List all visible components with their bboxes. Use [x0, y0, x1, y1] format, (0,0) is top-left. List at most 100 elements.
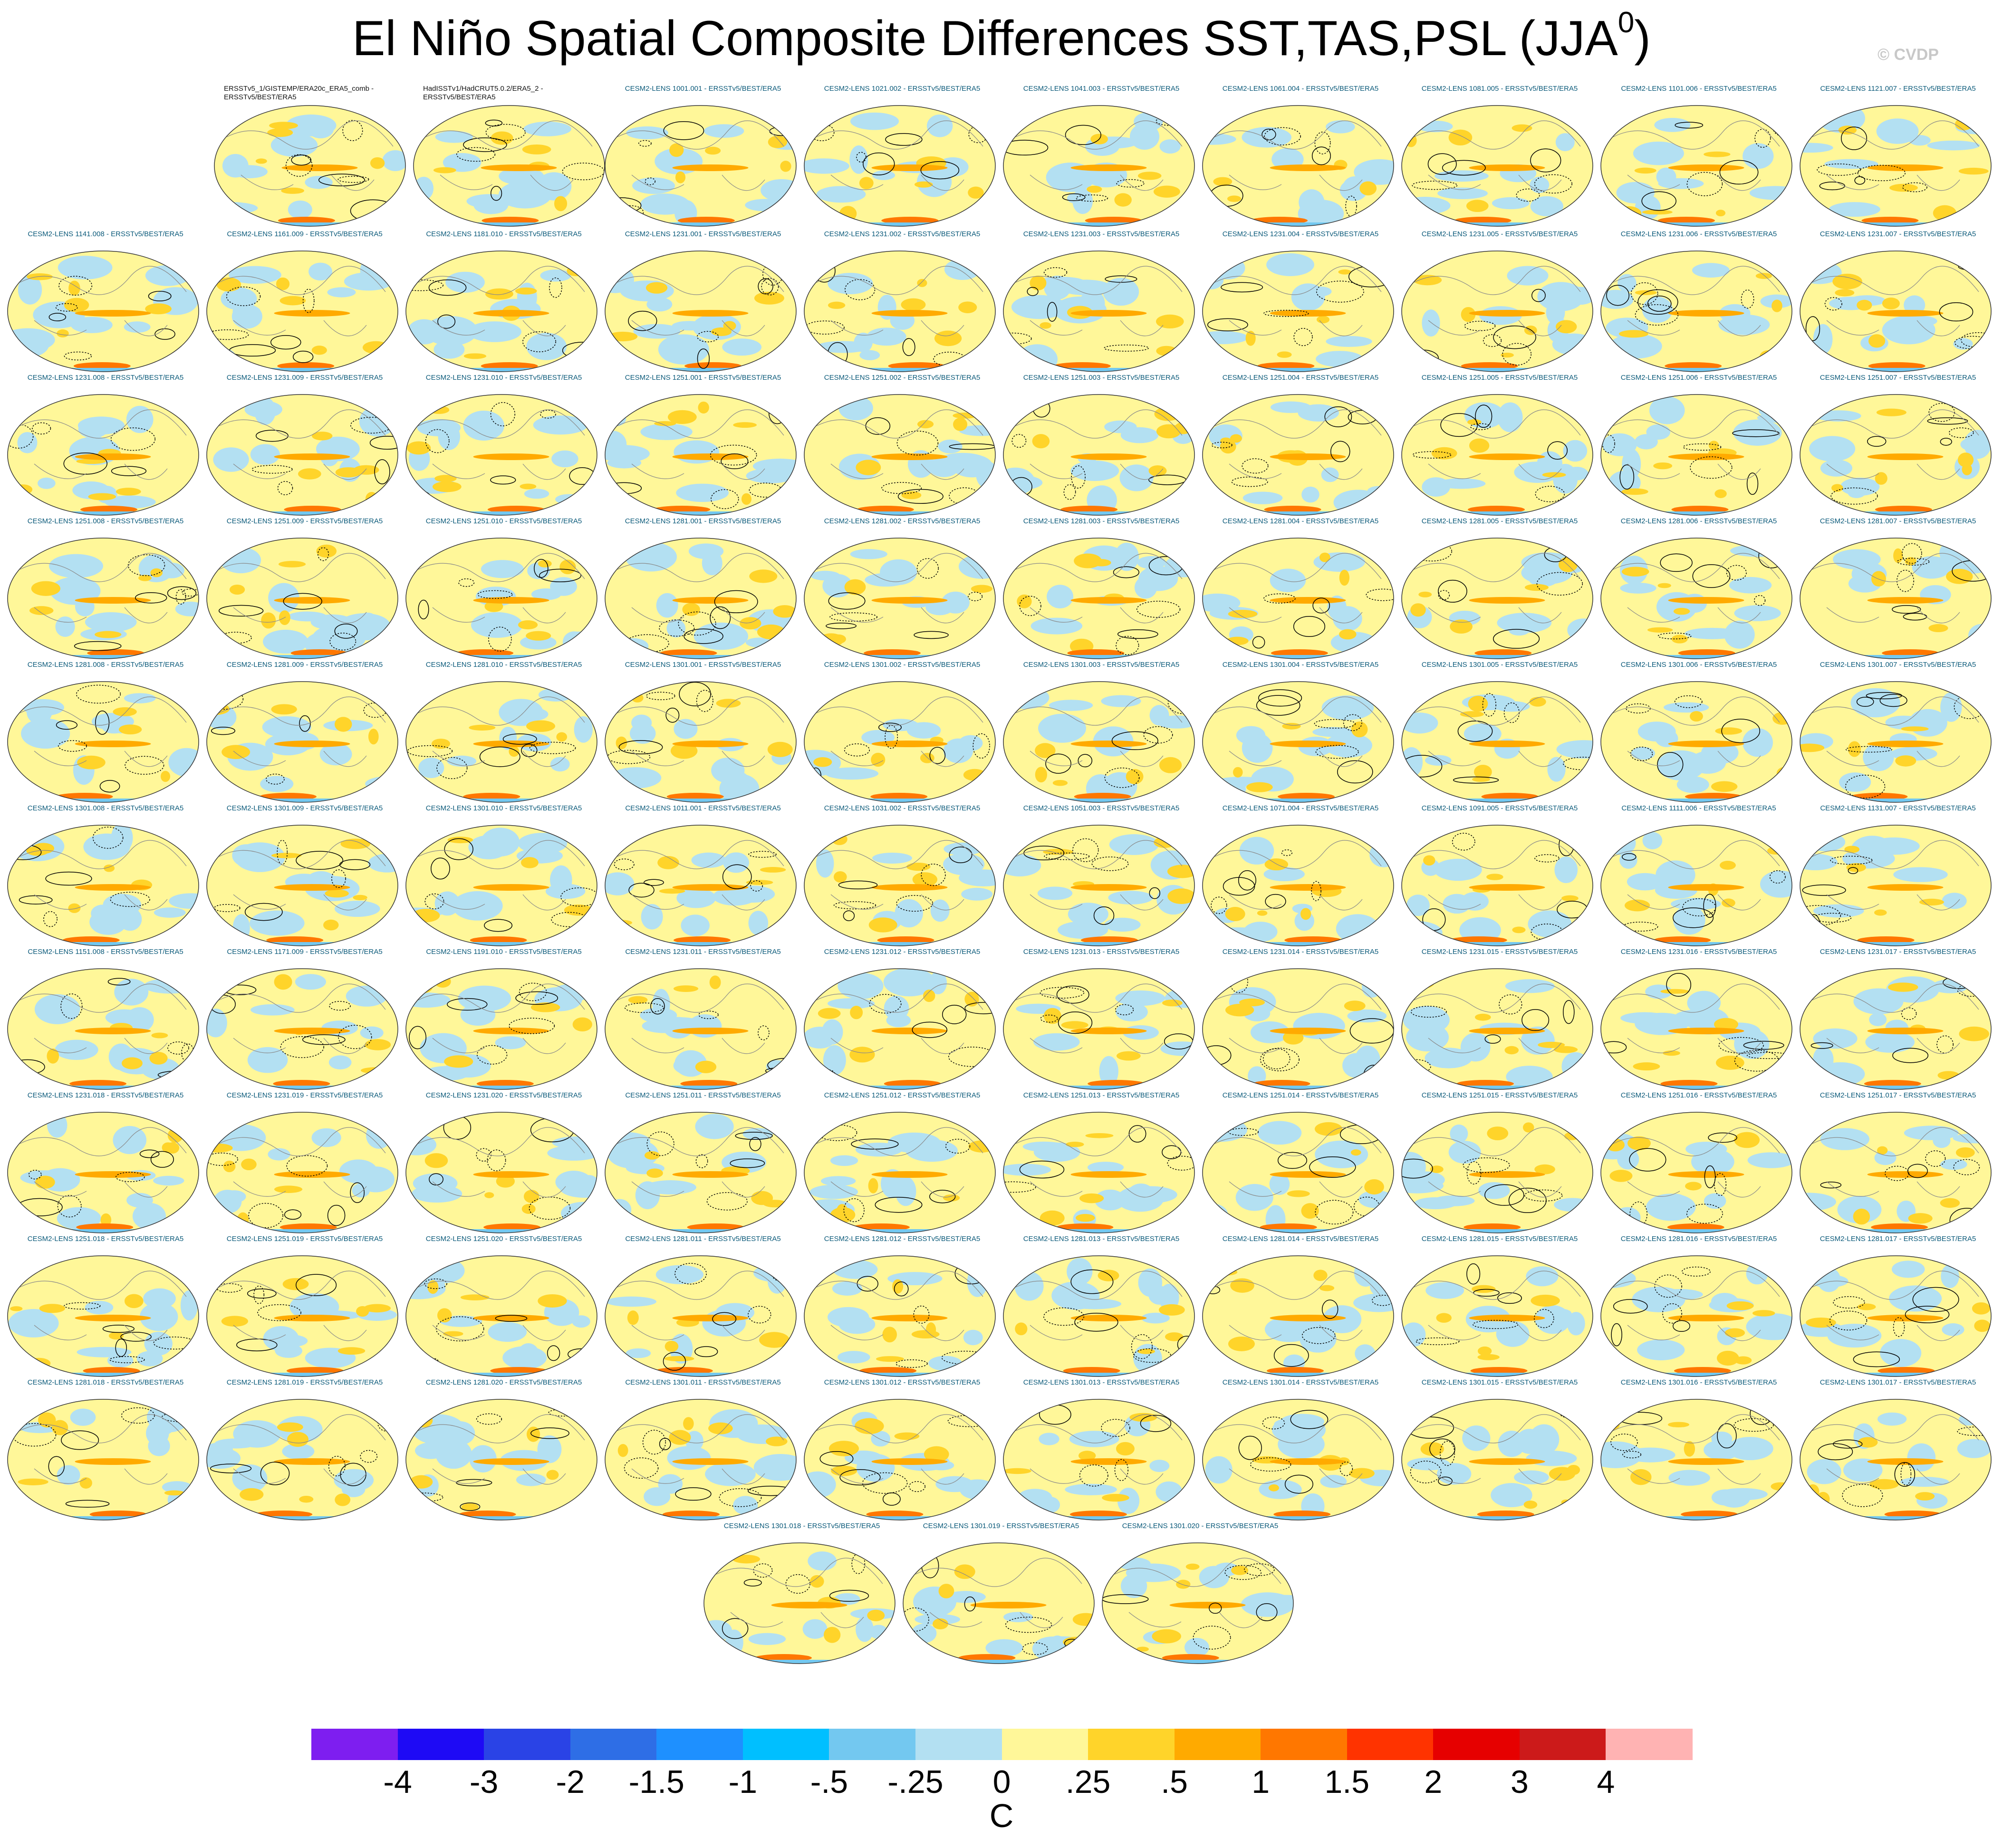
antarctic-cold-band — [1402, 368, 1593, 372]
map-panel: HadISSTv1/HadCRUT5.0.2/ERA5_2 - ERSSTv5/… — [412, 85, 611, 227]
map-panel: CESM2-LENS 1251.010 - ERSSTv5/BEST/ERA5 — [404, 517, 604, 660]
map-panel: CESM2-LENS 1301.014 - ERSSTv5/BEST/ERA5 — [1201, 1378, 1400, 1521]
psl-contour — [1641, 191, 1676, 211]
anomaly-warm-patch — [1722, 898, 1735, 907]
anomaly-warm-patch — [29, 606, 54, 615]
anomaly-cool-patch — [722, 338, 762, 356]
enso-warm-tongue — [473, 1315, 549, 1321]
anomaly-warm-patch — [1657, 583, 1671, 588]
anomaly-warm-patch — [1239, 998, 1265, 1007]
psl-contour — [226, 286, 261, 306]
colorbar-box — [1347, 1729, 1434, 1760]
anomaly-cool-patch — [232, 1464, 268, 1492]
psl-contour — [1807, 914, 1820, 938]
anomaly-cool-patch — [1514, 462, 1560, 483]
map-panel: CESM2-LENS 1281.019 - ERSSTv5/BEST/ERA5 — [205, 1378, 404, 1521]
map-panel: CESM2-LENS 1231.015 - ERSSTv5/BEST/ERA5 — [1400, 948, 1599, 1090]
map-outline — [1401, 681, 1593, 803]
coastline — [1414, 983, 1581, 1054]
psl-contour — [48, 1456, 65, 1477]
psl-contour — [1114, 1459, 1128, 1481]
anomaly-warm-patch — [760, 867, 786, 873]
anomaly-cool-patch — [1692, 263, 1730, 278]
psl-contour — [1410, 1461, 1442, 1483]
anomaly-cool-patch — [146, 1402, 190, 1433]
anomaly-warm-patch — [1230, 434, 1242, 443]
antarctic-cold-band — [804, 1516, 995, 1520]
map-panel: CESM2-LENS 1281.017 - ERSSTv5/BEST/ERA5 — [1798, 1235, 1998, 1377]
anomaly-warm-patch — [669, 143, 684, 157]
anomaly-cool-patch — [804, 260, 826, 273]
world-map — [605, 1255, 797, 1377]
anomaly-cool-patch — [8, 1309, 59, 1338]
anomaly-cool-patch — [745, 199, 787, 212]
anomaly-warm-patch — [1035, 743, 1056, 758]
coastline — [816, 1414, 983, 1485]
anomaly-warm-patch — [644, 1151, 660, 1160]
anomaly-cool-patch — [1670, 898, 1721, 910]
anomaly-cool-patch — [985, 1639, 1023, 1657]
psl-contour — [1732, 429, 1780, 437]
panel-label: CESM2-LENS 1121.007 - ERSSTv5/BEST/ERA5 — [1820, 85, 1976, 93]
anomaly-warm-patch — [924, 1446, 949, 1463]
psl-contour — [710, 606, 731, 629]
coastline — [1812, 840, 1979, 911]
colorbar-tick-label: 2 — [1424, 1764, 1443, 1800]
anomaly-warm-patch — [1933, 205, 1957, 221]
psl-contour — [1131, 1334, 1153, 1359]
anomaly-warm-patch — [836, 1204, 848, 1218]
psl-contour — [1769, 870, 1786, 884]
anomaly-cool-patch — [1734, 1029, 1770, 1059]
anomaly-warm-patch — [964, 991, 979, 1007]
psl-contour — [1867, 436, 1887, 447]
anomaly-warm-patch — [216, 277, 241, 292]
psl-contour — [8, 424, 34, 449]
coastline — [1015, 1270, 1183, 1341]
map-outline — [1401, 394, 1593, 516]
anomaly-cool-patch — [1402, 747, 1423, 777]
psl-contour — [1928, 403, 1955, 422]
panel-label: CESM2-LENS 1281.017 - ERSSTv5/BEST/ERA5 — [1820, 1235, 1976, 1243]
anomaly-cool-patch — [821, 1176, 856, 1186]
psl-contour — [1078, 754, 1093, 768]
psl-contour — [1703, 894, 1716, 918]
anomaly-warm-patch — [1227, 195, 1242, 202]
psl-contour — [110, 427, 156, 451]
enso-warm-tongue — [871, 310, 948, 317]
psl-contour — [110, 892, 150, 907]
enso-warm-tongue — [970, 1602, 1047, 1608]
anomaly-cool-patch — [838, 972, 884, 1000]
enso-warm-tongue — [274, 1315, 350, 1321]
psl-contour — [638, 140, 652, 147]
anomaly-cool-patch — [1257, 1121, 1302, 1145]
panel-label: CESM2-LENS 1251.011 - ERSSTv5/BEST/ERA5 — [625, 1091, 781, 1099]
antarctic-cold-band — [1203, 1516, 1394, 1520]
psl-contour — [694, 1346, 718, 1357]
world-map — [605, 1112, 797, 1233]
anomaly-warm-patch — [1919, 898, 1944, 906]
psl-contour — [437, 314, 456, 329]
anomaly-warm-patch — [911, 1330, 940, 1338]
map-outline — [605, 1112, 797, 1233]
anomaly-warm-patch — [1561, 1499, 1571, 1505]
antarctic-cold-band — [207, 942, 398, 946]
anomaly-cool-patch — [809, 1184, 858, 1199]
anomaly-warm-patch — [1085, 1133, 1114, 1138]
coastline — [219, 409, 386, 480]
colorbar-tick-label: -1.5 — [628, 1764, 684, 1800]
map-panel: CESM2-LENS 1231.016 - ERSSTv5/BEST/ERA5 — [1599, 948, 1799, 1090]
psl-contour — [1102, 1594, 1149, 1604]
anomaly-cool-patch — [1003, 474, 1043, 491]
anomaly-cool-patch — [1746, 1313, 1792, 1340]
anomaly-warm-patch — [1529, 697, 1546, 707]
anomaly-warm-patch — [1126, 769, 1144, 784]
anomaly-cool-patch — [1676, 776, 1709, 793]
world-map — [405, 681, 597, 803]
anomaly-warm-patch — [1474, 1013, 1491, 1021]
anomaly-cool-patch — [1422, 309, 1440, 337]
anomaly-warm-patch — [953, 417, 968, 431]
anomaly-warm-patch — [1609, 1170, 1633, 1182]
anomaly-warm-patch — [530, 1002, 560, 1012]
anomaly-warm-patch — [334, 717, 352, 732]
anomaly-warm-patch — [362, 341, 389, 354]
